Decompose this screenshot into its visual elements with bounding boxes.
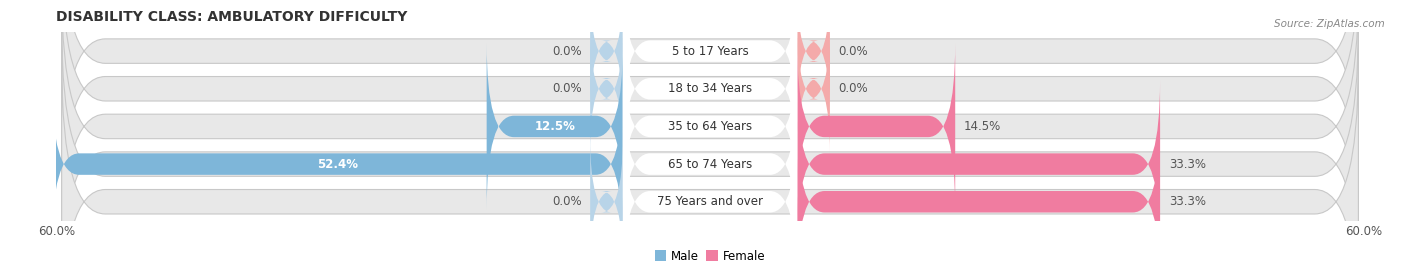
Text: 75 Years and over: 75 Years and over	[657, 195, 763, 208]
Text: 33.3%: 33.3%	[1168, 158, 1206, 171]
Text: 52.4%: 52.4%	[316, 158, 359, 171]
Text: 65 to 74 Years: 65 to 74 Years	[668, 158, 752, 171]
Text: 12.5%: 12.5%	[534, 120, 575, 133]
Text: 0.0%: 0.0%	[838, 82, 869, 95]
FancyBboxPatch shape	[591, 24, 623, 153]
FancyBboxPatch shape	[62, 0, 1358, 189]
FancyBboxPatch shape	[623, 0, 797, 134]
FancyBboxPatch shape	[797, 0, 830, 116]
Text: 0.0%: 0.0%	[551, 195, 582, 208]
Text: 18 to 34 Years: 18 to 34 Years	[668, 82, 752, 95]
Text: 35 to 64 Years: 35 to 64 Years	[668, 120, 752, 133]
FancyBboxPatch shape	[62, 63, 1358, 269]
Text: 0.0%: 0.0%	[838, 45, 869, 58]
Text: 0.0%: 0.0%	[551, 45, 582, 58]
FancyBboxPatch shape	[62, 0, 1358, 265]
Legend: Male, Female: Male, Female	[650, 245, 770, 267]
Text: 0.0%: 0.0%	[551, 82, 582, 95]
FancyBboxPatch shape	[623, 118, 797, 269]
FancyBboxPatch shape	[623, 43, 797, 210]
FancyBboxPatch shape	[797, 118, 1160, 269]
Text: 5 to 17 Years: 5 to 17 Years	[672, 45, 748, 58]
Text: Source: ZipAtlas.com: Source: ZipAtlas.com	[1274, 19, 1385, 29]
Text: 14.5%: 14.5%	[965, 120, 1001, 133]
FancyBboxPatch shape	[623, 5, 797, 172]
FancyBboxPatch shape	[591, 137, 623, 266]
FancyBboxPatch shape	[52, 81, 623, 247]
FancyBboxPatch shape	[797, 81, 1160, 247]
FancyBboxPatch shape	[486, 43, 623, 210]
FancyBboxPatch shape	[623, 81, 797, 247]
Text: 33.3%: 33.3%	[1168, 195, 1206, 208]
FancyBboxPatch shape	[797, 43, 955, 210]
FancyBboxPatch shape	[797, 24, 830, 153]
FancyBboxPatch shape	[591, 0, 623, 116]
FancyBboxPatch shape	[62, 0, 1358, 227]
FancyBboxPatch shape	[62, 26, 1358, 269]
Text: DISABILITY CLASS: AMBULATORY DIFFICULTY: DISABILITY CLASS: AMBULATORY DIFFICULTY	[56, 10, 408, 24]
